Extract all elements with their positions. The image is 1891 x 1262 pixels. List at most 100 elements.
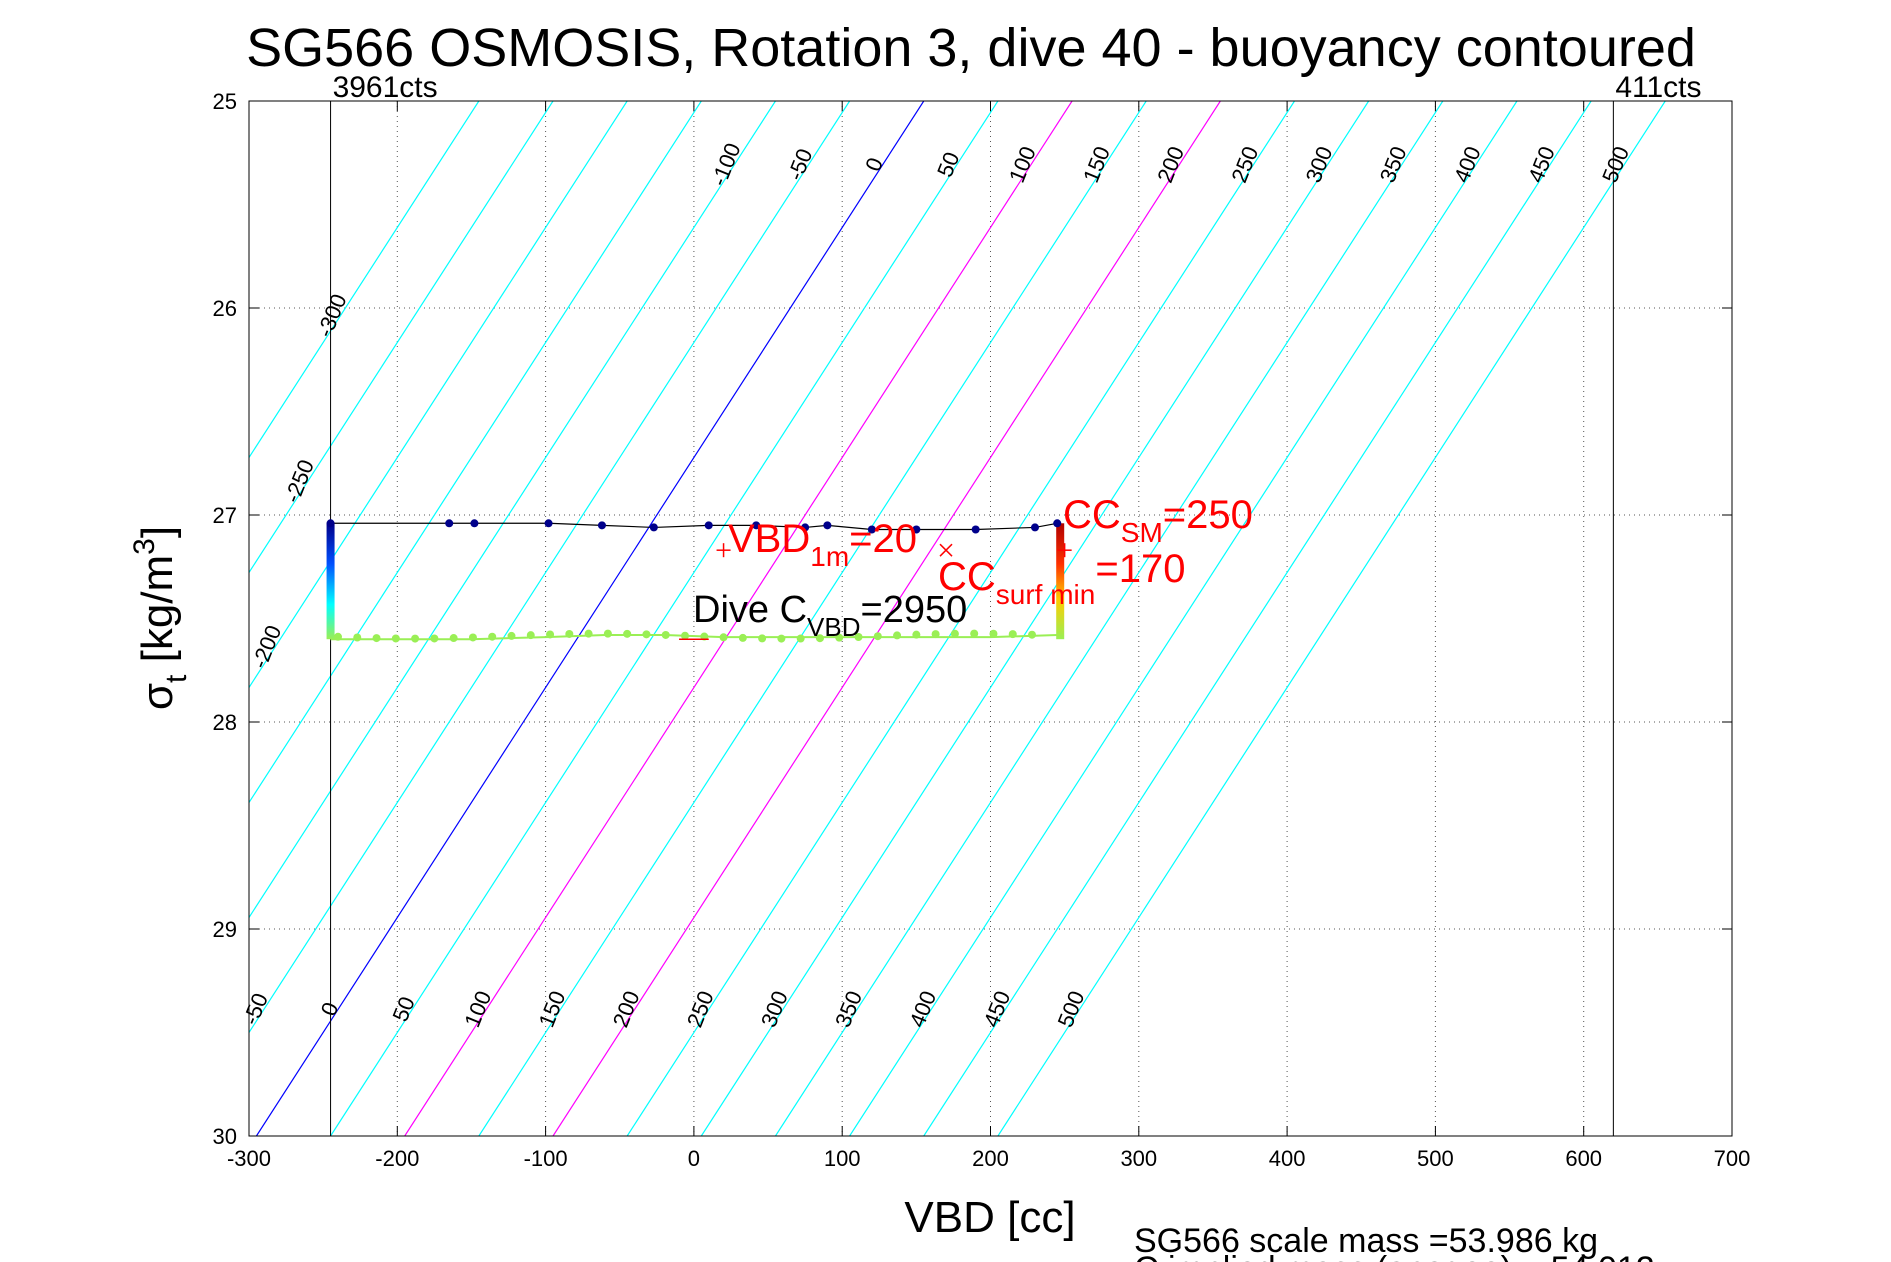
bottom-data-point (353, 633, 362, 642)
bottom-data-point (815, 634, 824, 643)
x-tick-label: 400 (1269, 1146, 1306, 1171)
bottom-data-point (681, 631, 690, 640)
contour-line (249, 101, 628, 689)
contour-line (700, 101, 1370, 1136)
contour-line (923, 101, 1592, 1136)
bottom-data-point (642, 630, 651, 639)
top-data-point (801, 523, 810, 532)
top-data-point (445, 519, 454, 528)
y-label-sub: t (160, 674, 193, 683)
y-tick-label: 30 (213, 1124, 237, 1149)
ccsm-value: =250 (1163, 493, 1253, 537)
limit-label: 3961cts (333, 71, 438, 104)
y-tick-label: 28 (213, 710, 237, 735)
buoyancy-contours (249, 101, 1666, 1136)
annotation-ccsurf: CCsurf min=170 (938, 547, 1185, 610)
ccsurf-value: =170 (1095, 547, 1185, 591)
x-axis-label: VBD [cc] (904, 1193, 1075, 1242)
svg-text:CCsurf min=170: CCsurf min=170 (938, 547, 1185, 610)
contour-line (404, 101, 1073, 1136)
x-tick-label: -200 (375, 1146, 419, 1171)
limit-label: 411cts (1615, 71, 1701, 104)
dive-cvbd-value: =2950 (861, 589, 968, 631)
dive-path (326, 519, 1072, 643)
top-data-point (704, 521, 713, 530)
ccsurf-marker-b (939, 543, 953, 557)
contour-line (255, 101, 925, 1136)
contour-line (249, 101, 702, 804)
contour-line (626, 101, 1296, 1136)
descent-segment (326, 523, 335, 640)
bottom-data-point (372, 634, 381, 643)
top-data-point (912, 525, 921, 534)
y-label-units: [kg/m (133, 555, 182, 675)
x-tick-label: 700 (1714, 1146, 1751, 1171)
bottom-data-point (565, 629, 574, 638)
top-data-point (326, 519, 335, 528)
bottom-data-point (1028, 630, 1037, 639)
top-data-point (1030, 523, 1039, 532)
y-tick-label: 26 (213, 296, 237, 321)
vbd-limit-lines: 3961cts 411cts (330, 71, 1702, 1136)
contour-line (478, 101, 1147, 1136)
contour-line (552, 101, 1221, 1136)
bottom-data-point (835, 633, 844, 642)
bottom-data-point (333, 632, 342, 641)
bottom-data-point (526, 631, 535, 640)
bottom-data-point (854, 632, 863, 641)
contour-line (997, 101, 1666, 1136)
bottom-data-point (912, 630, 921, 639)
bottom-data-point (411, 634, 420, 643)
plot-area (249, 101, 1732, 1136)
contour-line (249, 101, 554, 574)
footer-implied-mass: C implied mass (apogee) = 54.012 (1134, 1250, 1655, 1262)
contour-line (249, 101, 776, 919)
x-tick-label: -100 (524, 1146, 568, 1171)
y-axis-label: σt [kg/m3] (128, 526, 193, 710)
vbd1m-main: VBD (728, 517, 810, 561)
svg-text:Dive CVBD=2950: Dive CVBD=2950 (693, 589, 967, 642)
svg-text:σt [kg/m3]: σt [kg/m3] (128, 526, 193, 710)
top-data-point (649, 523, 658, 532)
annotation-ccsm: CCSM=250 (1063, 493, 1253, 548)
top-data-point (971, 525, 980, 534)
annotation-dive-cvbd: Dive CVBD=2950 (693, 589, 967, 642)
bottom-data-point (488, 632, 497, 641)
bottom-data-point (449, 634, 458, 643)
bottom-data-point (873, 632, 882, 641)
top-data-point (867, 525, 876, 534)
bottom-data-point (430, 634, 439, 643)
y-tick-label: 29 (213, 917, 237, 942)
bottom-data-point (738, 633, 747, 642)
top-data-point (1053, 519, 1062, 528)
y-label-sigma: σ (133, 683, 182, 710)
bottom-data-point (989, 629, 998, 638)
ccsurf-main: CC (938, 555, 996, 599)
bottom-data-point (758, 634, 767, 643)
bottom-data-point (893, 631, 902, 640)
top-data-point (470, 519, 479, 528)
contour-line (249, 101, 851, 1034)
bottom-data-point (719, 633, 728, 642)
x-tick-label: 0 (688, 1146, 700, 1171)
bottom-data-point (931, 630, 940, 639)
bottom-data-point (546, 630, 555, 639)
bottom-data-point (468, 633, 477, 642)
x-tick-label: 300 (1120, 1146, 1157, 1171)
vbd1m-value: =20 (849, 517, 917, 561)
top-data-point (823, 521, 832, 530)
top-data-point (752, 521, 761, 530)
bottom-data-point (603, 629, 612, 638)
bottom-data-point (796, 634, 805, 643)
x-tick-label: 100 (824, 1146, 861, 1171)
contour-line (774, 101, 1444, 1136)
y-tick-label: 27 (213, 503, 237, 528)
bottom-data-point (391, 634, 400, 643)
bottom-data-point (507, 631, 516, 640)
ccsurf-sub: surf min (996, 579, 1096, 610)
footer-scale-mass: SG566 scale mass =53.986 kg (1134, 1222, 1598, 1260)
bottom-data-point (777, 634, 786, 643)
x-tick-label: 600 (1565, 1146, 1602, 1171)
bottom-data-point (623, 629, 632, 638)
